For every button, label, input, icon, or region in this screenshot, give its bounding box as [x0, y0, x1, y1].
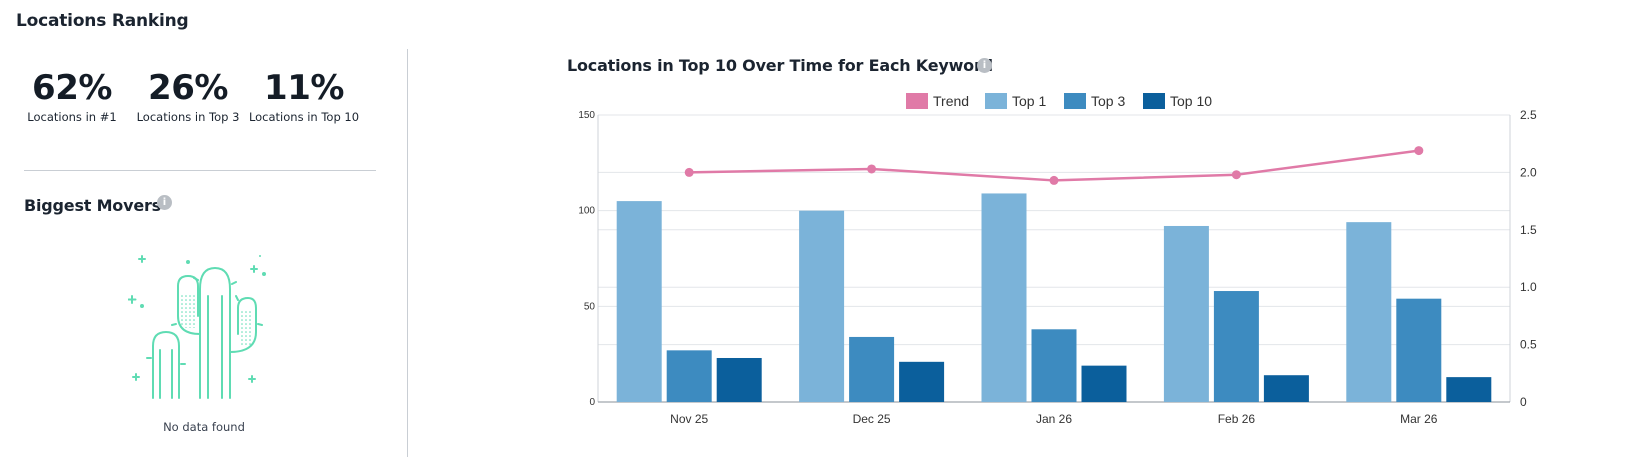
stat-value: 26% — [148, 68, 228, 108]
chart-title: Locations in Top 10 Over Time for Each K… — [567, 56, 993, 75]
stat-locations-first: 62% Locations in #1 — [12, 68, 132, 124]
trend-point — [1049, 175, 1059, 185]
y-left-tick-label: 100 — [578, 206, 595, 217]
locations-top10-chart: 0 50 100 150 0 0.5 1.0 1.5 2.0 2.5 Nov 25 Dec 25 Jan… — [560, 85, 1631, 455]
bar-top-3 — [666, 350, 712, 402]
stat-value: 62% — [32, 68, 112, 108]
bar-top-3 — [1396, 298, 1442, 402]
chart-canvas: 0 50 100 150 0 0.5 1.0 1.5 2.0 2.5 Nov 25 Dec 25 Jan… — [578, 93, 1537, 426]
info-icon[interactable]: i — [157, 195, 172, 210]
legend-swatch — [1064, 93, 1086, 109]
bar-top-1 — [616, 201, 662, 402]
bar-top-1 — [981, 193, 1027, 402]
bar-top-3 — [1213, 291, 1259, 402]
stat-locations-top3: 26% Locations in Top 3 — [128, 68, 248, 124]
x-tick-label: Mar 26 — [1400, 412, 1438, 426]
bar-top-3 — [1031, 329, 1077, 402]
trend-point — [867, 164, 877, 174]
legend-swatch — [906, 93, 928, 109]
legend-swatch — [1143, 93, 1165, 109]
y-right-tick-label: 0 — [1520, 395, 1527, 409]
empty-state-text: No data found — [163, 420, 245, 434]
page-title: Locations Ranking — [16, 11, 189, 31]
bar-top-10 — [716, 357, 762, 402]
bar-top-1 — [1163, 225, 1209, 402]
stat-locations-top10: 11% Locations in Top 10 — [244, 68, 364, 124]
trend-point — [1231, 170, 1241, 180]
trend-point — [1414, 146, 1424, 156]
x-tick-label: Nov 25 — [670, 412, 708, 426]
info-icon[interactable]: i — [977, 58, 992, 73]
cactus-illustration — [127, 248, 278, 404]
bar-top-3 — [849, 336, 895, 402]
y-left-tick-label: 50 — [584, 301, 596, 312]
biggest-movers-title: Biggest Movers — [24, 196, 161, 215]
y-right-tick-label: 2.0 — [1520, 165, 1537, 179]
y-right-tick-label: 1.5 — [1520, 223, 1537, 237]
y-right-tick-label: 1.0 — [1520, 280, 1537, 294]
bar-top-1 — [1346, 222, 1392, 402]
y-right-tick-label: 0.5 — [1520, 338, 1537, 352]
stat-label: Locations in Top 3 — [136, 110, 240, 124]
panel-divider — [407, 49, 408, 457]
legend-label: Top 1 — [1012, 93, 1046, 109]
bar-top-10 — [1446, 377, 1492, 402]
legend-label: Trend — [933, 93, 969, 109]
bar-top-10 — [1263, 375, 1309, 402]
y-right-tick-label: 2.5 — [1520, 108, 1537, 122]
y-left-tick-label: 150 — [578, 110, 595, 121]
x-tick-label: Dec 25 — [853, 412, 891, 426]
bar-top-10 — [899, 361, 945, 402]
stat-value: 11% — [264, 68, 344, 108]
x-tick-label: Feb 26 — [1218, 412, 1256, 426]
stats-summary: 62% Locations in #1 26% Locations in Top… — [24, 68, 376, 138]
legend-swatch — [985, 93, 1007, 109]
bar-top-10 — [1081, 365, 1127, 402]
bar-top-1 — [799, 210, 845, 402]
x-tick-label: Jan 26 — [1036, 412, 1072, 426]
stat-label: Locations in Top 10 — [248, 110, 360, 124]
y-left-tick-label: 0 — [589, 397, 595, 408]
trend-point — [684, 167, 694, 177]
legend-label: Top 3 — [1091, 93, 1125, 109]
section-divider — [24, 170, 376, 171]
stat-label: Locations in #1 — [27, 110, 117, 124]
legend-label: Top 10 — [1170, 93, 1212, 109]
